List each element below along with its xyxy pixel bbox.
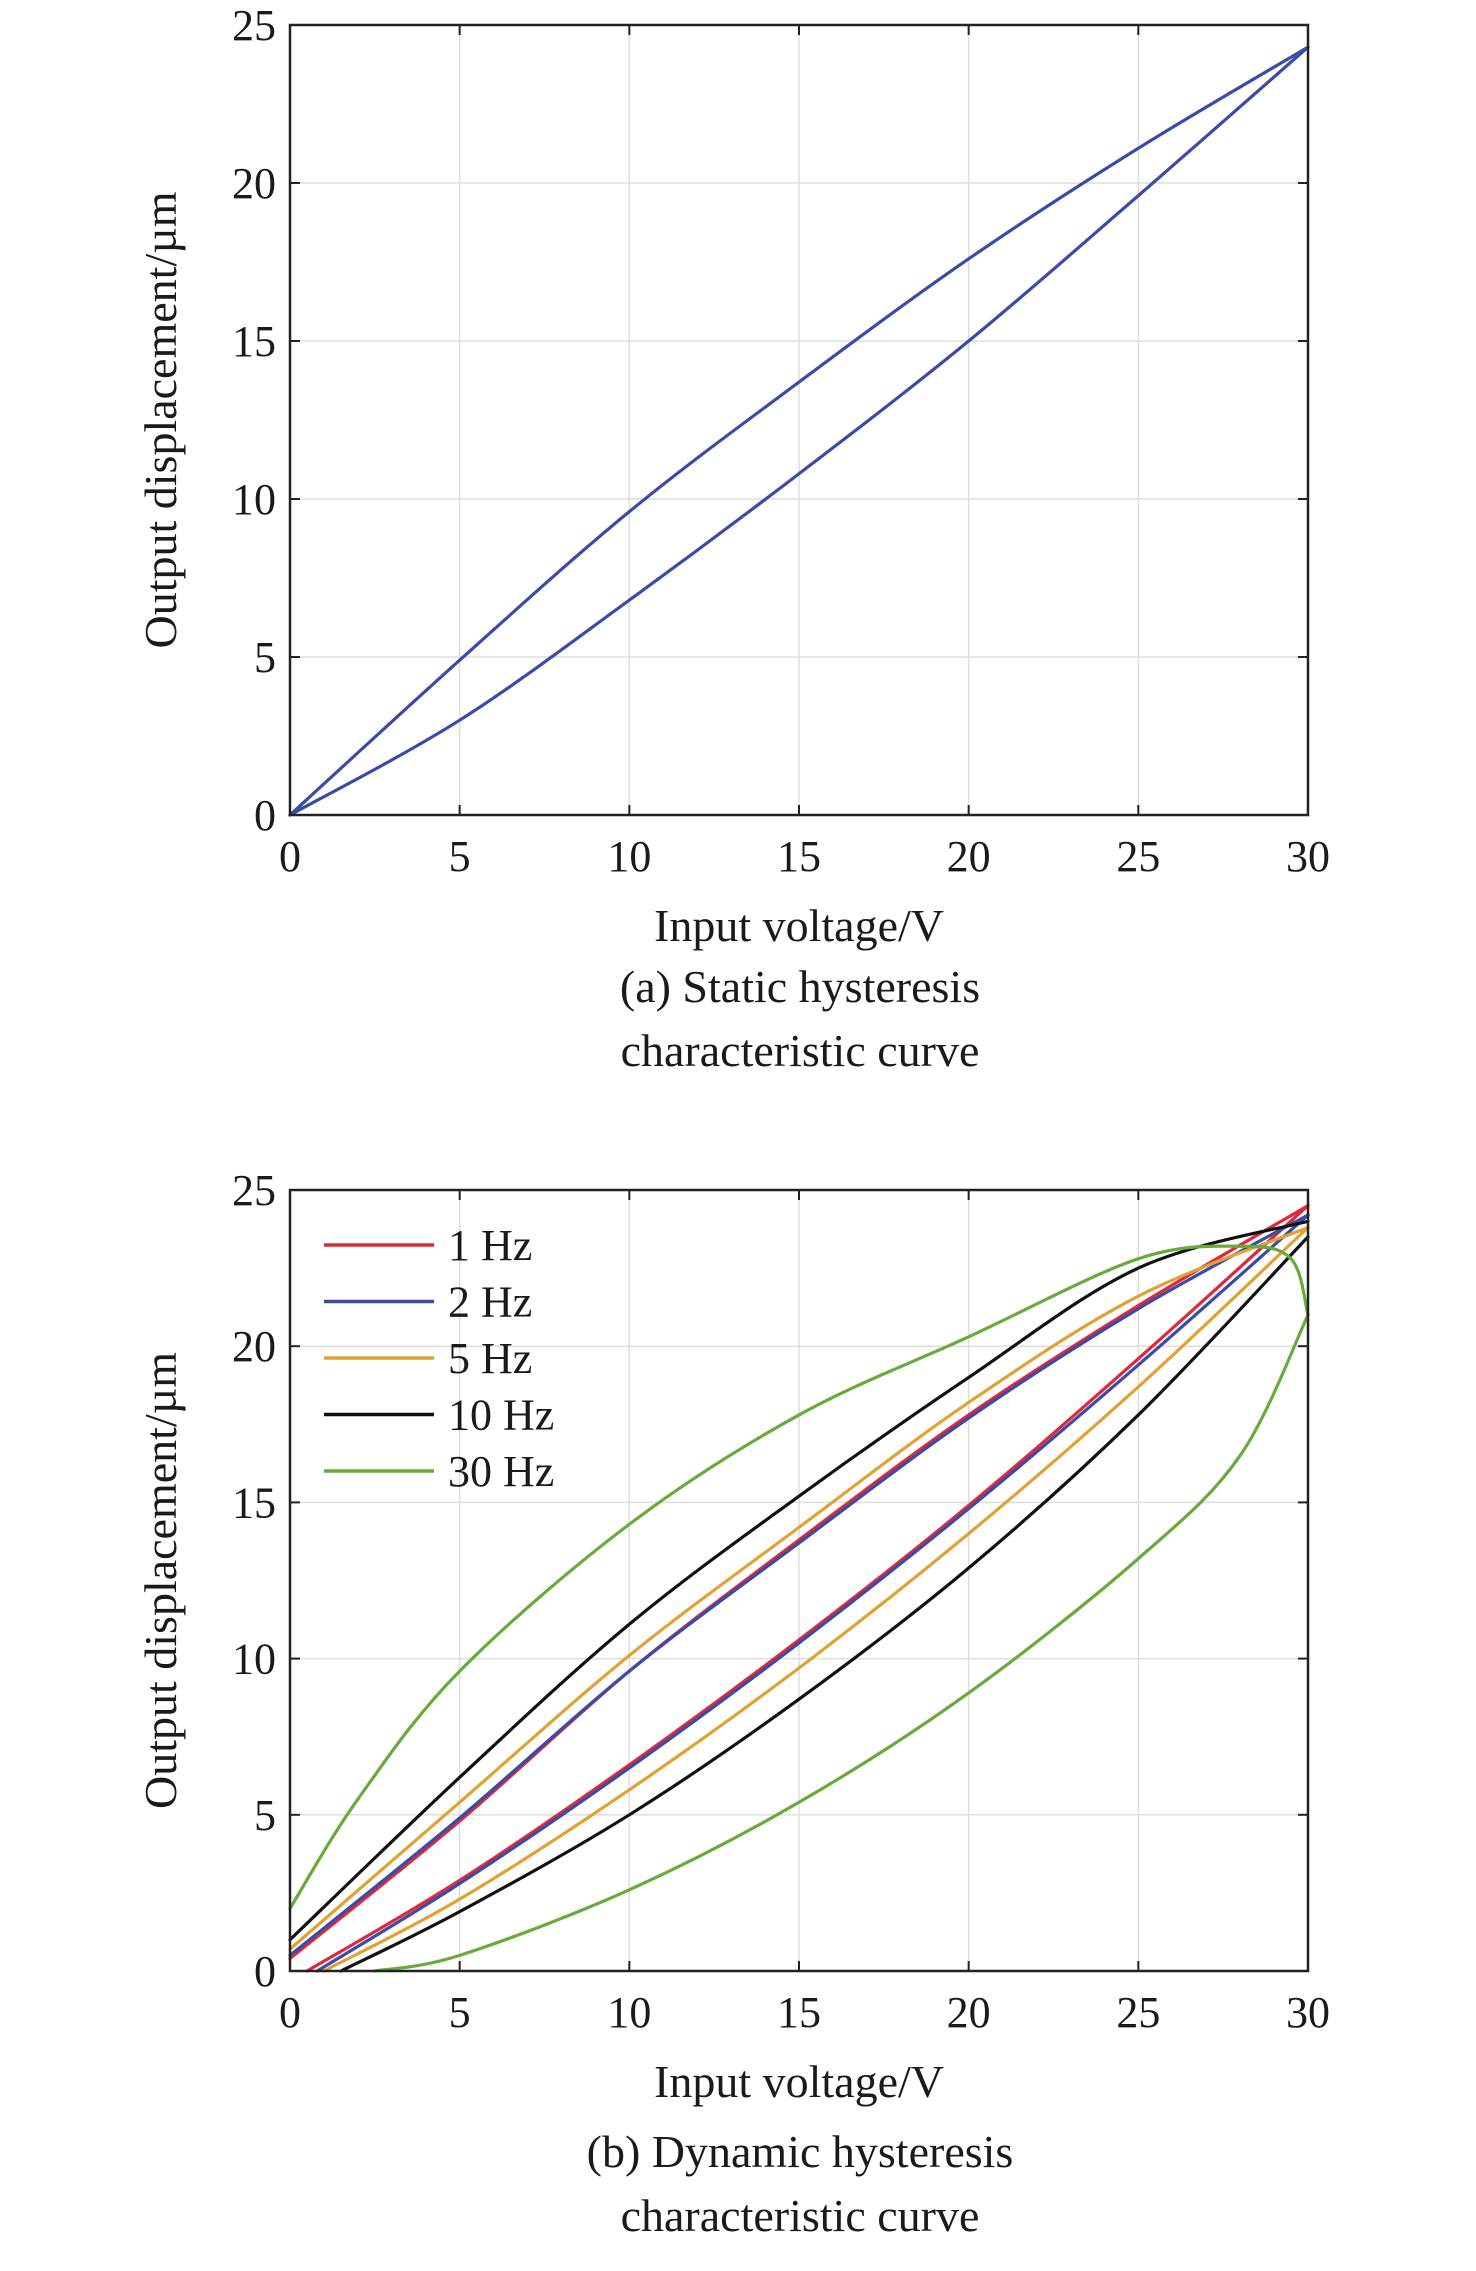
x-axis-title: Input voltage/V <box>654 900 944 951</box>
y-tick-label: 20 <box>232 1322 276 1371</box>
caption-panel-a: (a) Static hysteresis characteristic cur… <box>450 955 1150 1083</box>
y-tick-label: 0 <box>254 791 276 840</box>
caption-panel-b: (b) Dynamic hysteresis characteristic cu… <box>450 2120 1150 2248</box>
series-10-hz-ascending-branch <box>339 1235 1310 1973</box>
series-2-hz-ascending-branch <box>315 1213 1310 1973</box>
legend-label-2-hz: 2 Hz <box>448 1278 532 1327</box>
series-1-hz-ascending-branch <box>305 1204 1310 1973</box>
y-tick-label: 5 <box>254 633 276 682</box>
caption-b-line1: (b) Dynamic hysteresis <box>586 2126 1014 2177</box>
x-tick-label: 20 <box>947 1988 991 2037</box>
x-tick-label: 25 <box>1116 1988 1160 2037</box>
series-10-hz-descending-branch <box>288 1219 1310 1942</box>
series-5-hz-descending-branch <box>288 1225 1310 1951</box>
series-5-hz-ascending-branch <box>322 1225 1310 1973</box>
panel-b-dynamic-hysteresis-chart: 0 5 10 15 20 25 30 0 5 10 15 20 25 Input voltage/V Out… <box>135 1166 1330 2107</box>
y-tick-label: 25 <box>232 1 276 50</box>
legend-label-10-hz: 10 Hz <box>448 1391 554 1440</box>
y-tick-label: 20 <box>232 159 276 208</box>
caption-a-line1: (a) Static hysteresis <box>619 961 981 1012</box>
y-tick-label: 15 <box>232 317 276 366</box>
x-tick-label: 30 <box>1286 832 1330 881</box>
series-2-hz-descending-branch <box>288 1213 1310 1957</box>
x-tick-label: 20 <box>947 832 991 881</box>
x-axis-title: Input voltage/V <box>654 2056 944 2107</box>
legend-label-1-hz: 1 Hz <box>448 1221 532 1270</box>
y-axis-title: Output displacement/µm <box>135 191 186 648</box>
series-1-hz-descending-branch <box>288 1204 1310 1961</box>
y-tick-label: 10 <box>232 475 276 524</box>
legend-label-5-hz: 5 Hz <box>448 1334 532 1383</box>
y-tick-label: 5 <box>254 1791 276 1840</box>
x-tick-label: 30 <box>1286 1988 1330 2037</box>
panel-a-static-hysteresis-chart: 0 5 10 15 20 25 30 0 5 10 15 20 25 Input voltage/V Out… <box>135 1 1330 951</box>
caption-b-line2: characteristic curve <box>620 2190 980 2241</box>
x-tick-label: 15 <box>777 832 821 881</box>
x-tick-label: 15 <box>777 1988 821 2037</box>
caption-a-line2: characteristic curve <box>620 1025 980 1076</box>
series-static-descending-branch <box>288 45 1310 817</box>
y-axis-title: Output displacement/µm <box>135 1352 186 1809</box>
x-tick-label: 5 <box>449 1988 471 2037</box>
x-tick-label: 25 <box>1116 832 1160 881</box>
x-tick-label: 10 <box>607 832 651 881</box>
x-tick-label: 10 <box>607 1988 651 2037</box>
series-30-hz-descending-branch <box>288 1244 1310 1911</box>
x-tick-label: 5 <box>449 832 471 881</box>
x-tick-label: 0 <box>279 832 301 881</box>
y-tick-label: 15 <box>232 1478 276 1527</box>
y-tick-label: 25 <box>232 1166 276 1215</box>
series-30-hz-ascending-branch <box>373 1313 1310 1973</box>
y-tick-label: 10 <box>232 1635 276 1684</box>
legend-label-30-hz: 30 Hz <box>448 1447 554 1496</box>
y-tick-label: 0 <box>254 1947 276 1996</box>
x-tick-label: 0 <box>279 1988 301 2037</box>
series-static-ascending-branch <box>288 45 1310 817</box>
